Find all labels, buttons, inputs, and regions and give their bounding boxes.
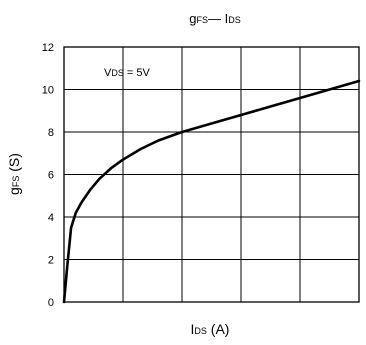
anno-main: V: [104, 67, 112, 79]
plot-frame: [63, 46, 360, 303]
xlabel-main: I: [191, 321, 195, 337]
y-axis-label: gFS (S): [6, 153, 22, 195]
vds-annotation: VDS = 5V: [104, 67, 151, 79]
y-axis-ticks: 0 2 4 6 8 10 12: [42, 42, 54, 309]
title-main-sub: FS: [196, 15, 208, 25]
grid: [64, 47, 359, 302]
y-tick-label: 4: [48, 212, 54, 224]
chart-title: gFS— IDS: [189, 11, 241, 26]
anno-rest: = 5V: [124, 67, 151, 79]
title-tail-sub: DS: [228, 15, 241, 25]
ylabel-unit: (S): [6, 153, 22, 176]
xlabel-sub: DS: [194, 326, 207, 336]
y-tick-label: 10: [42, 85, 54, 97]
ylabel-sub: FS: [11, 176, 21, 188]
xlabel-unit: (A): [207, 321, 230, 337]
y-tick-label: 2: [48, 255, 54, 267]
y-tick-label: 0: [48, 297, 54, 309]
x-axis-label: IDS (A): [191, 321, 230, 337]
y-tick-label: 6: [48, 170, 54, 182]
series-line: [62, 79, 361, 304]
anno-sub: DS: [111, 68, 124, 78]
y-tick-label: 12: [42, 42, 54, 54]
y-tick-label: 8: [48, 127, 54, 139]
ylabel-main: g: [6, 187, 22, 195]
title-main: g: [189, 11, 196, 26]
title-dash: — I: [208, 11, 228, 26]
